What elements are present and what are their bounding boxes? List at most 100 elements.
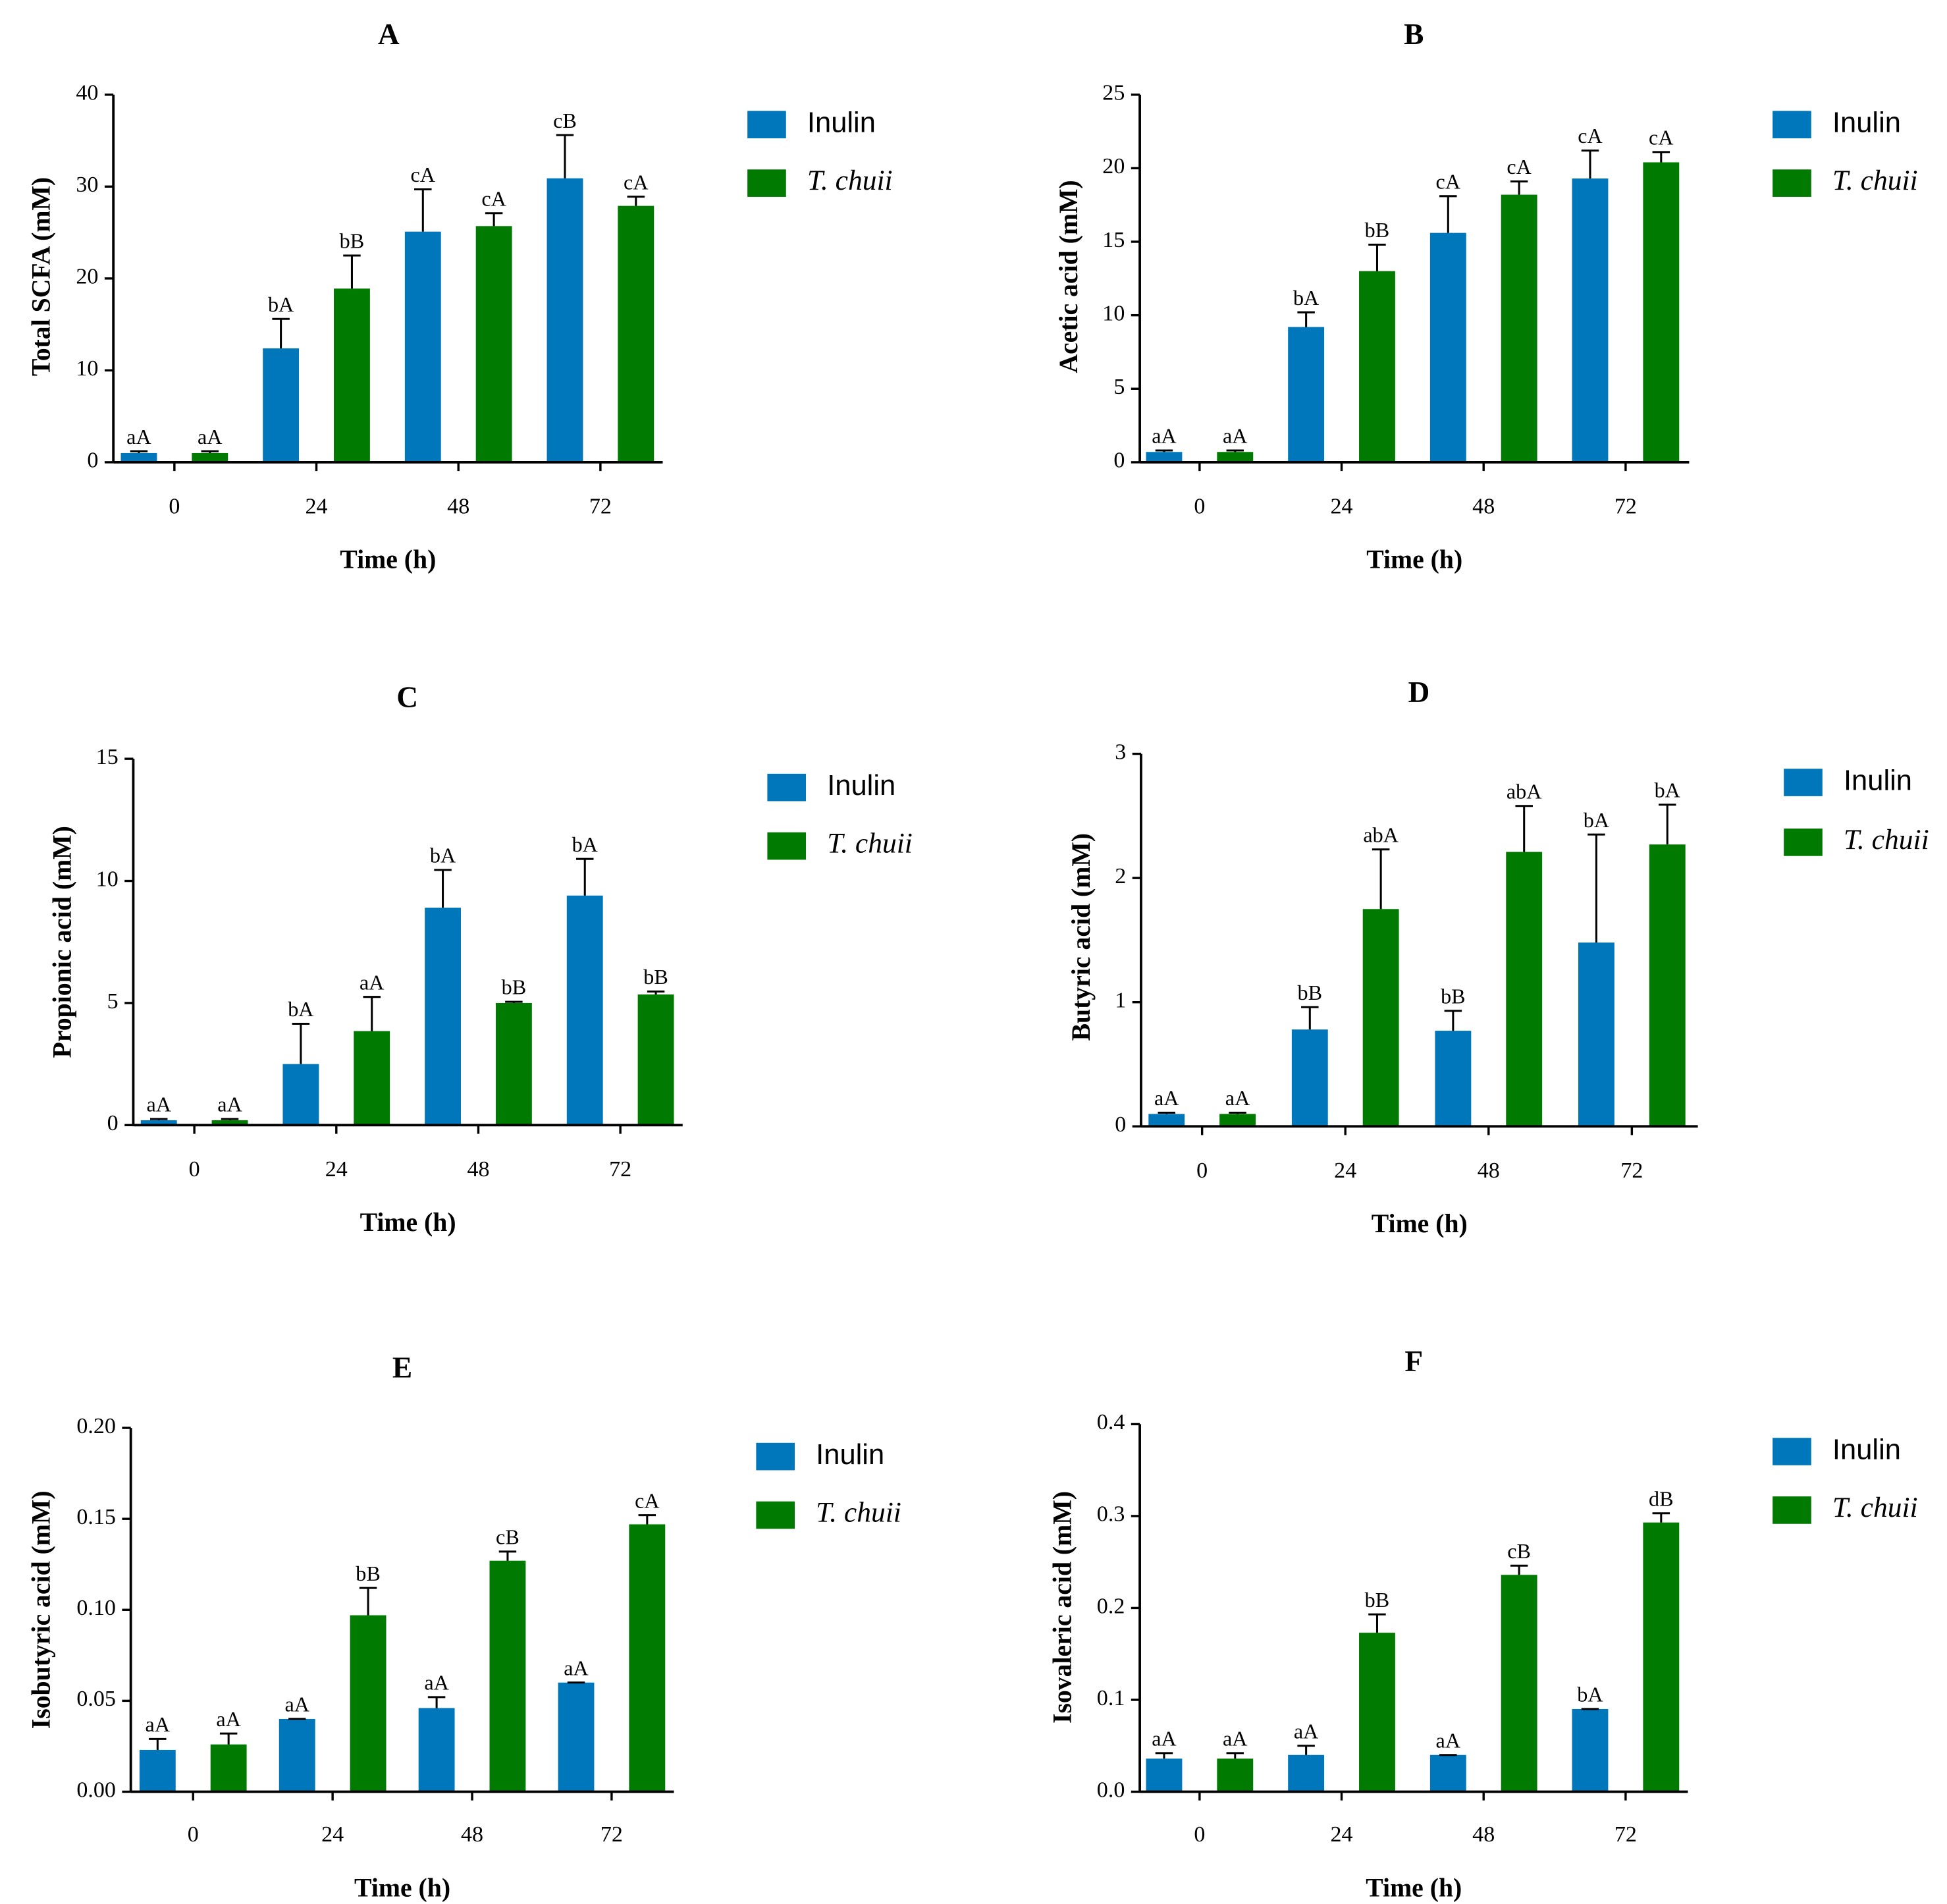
bar-t-chuii (350, 1615, 387, 1792)
chart-panel-c: CaA aA 0 bA aA 24 bA bB 48 bA bB 72 0 5 10 15 Time (h) Pr… (47, 681, 912, 1238)
y-tick-label: 0.00 (76, 1778, 116, 1802)
x-tick-label: 24 (306, 494, 328, 518)
bar-t-chuii (354, 1031, 390, 1126)
chart-panel-a: AaA aA 0 bA bB 24 cA cA 48 cB cA 72 0 10 20 30 40 Time (h… (26, 18, 892, 574)
bar-inulin (282, 1064, 319, 1126)
bar-t-chuii (211, 1120, 248, 1126)
y-tick-label: 25 (1102, 81, 1125, 105)
significance-label: bB (340, 229, 365, 253)
significance-label: aA (1152, 1727, 1177, 1751)
x-tick-label: 48 (447, 494, 469, 518)
y-tick-label: 0.10 (76, 1596, 116, 1620)
significance-label: bA (1584, 808, 1609, 832)
significance-label: aA (146, 1093, 171, 1116)
significance-label: bB (1365, 218, 1390, 242)
legend-label-t-chuii: T. chuii (816, 1497, 901, 1529)
legend-label-t-chuii: T. chuii (1832, 165, 1918, 196)
panel-label: D (1408, 676, 1429, 709)
y-tick-label: 0.4 (1097, 1410, 1125, 1434)
y-tick-label: 0.3 (1097, 1502, 1125, 1527)
chart-panel-e: EaA aA 0 aA bB 24 aA cB 48 aA cA 72 0.00 0.05 0.10 0.15… (26, 1351, 901, 1902)
bar-t-chuii (489, 1560, 526, 1792)
x-tick-label: 72 (609, 1157, 631, 1182)
significance-label: bB (1365, 1588, 1390, 1612)
significance-label: cA (1649, 125, 1674, 149)
bar-inulin (404, 231, 441, 462)
significance-label: bA (1293, 286, 1319, 310)
x-tick-label: 0 (169, 494, 180, 518)
y-axis-title: Total SCFA (mM) (26, 177, 55, 376)
y-tick-label: 10 (76, 356, 98, 381)
significance-label: bA (430, 844, 456, 867)
legend-swatch-inulin (756, 1442, 795, 1471)
chart-panel-f: FaA aA 0 aA bB 24 aA cB 48 bA dB 72 0.0 0.1 0.2 0.3 0.4 T… (1048, 1345, 1918, 1902)
significance-label: cA (1507, 155, 1532, 178)
legend-label-inulin: Inulin (807, 107, 876, 139)
significance-label: bA (1577, 1683, 1603, 1706)
significance-label: cA (1436, 169, 1461, 193)
x-tick-label: 72 (1614, 1822, 1637, 1847)
bar-t-chuii (1219, 1114, 1256, 1127)
legend-label-inulin: Inulin (1832, 107, 1901, 139)
y-tick-label: 0 (1113, 449, 1125, 473)
y-tick-label: 20 (1102, 154, 1125, 178)
bar-t-chuii (1643, 1522, 1680, 1792)
bar-inulin (1572, 1708, 1609, 1792)
legend-swatch-inulin (1784, 769, 1823, 796)
bar-t-chuii (475, 226, 512, 462)
y-tick-label: 20 (76, 265, 98, 289)
significance-label: aA (1436, 1728, 1461, 1752)
y-tick-label: 15 (96, 745, 119, 769)
bar-t-chuii (1643, 162, 1680, 462)
y-tick-label: 1 (1115, 989, 1126, 1013)
x-tick-label: 72 (1620, 1158, 1643, 1183)
bar-inulin (1146, 452, 1183, 462)
significance-label: bB (643, 965, 668, 989)
significance-label: aA (217, 1093, 242, 1116)
x-tick-label: 48 (1478, 1158, 1500, 1183)
bar-t-chuii (629, 1524, 666, 1792)
x-tick-label: 24 (1334, 1158, 1356, 1183)
x-axis-title: Time (h) (1372, 1209, 1468, 1238)
y-tick-label: 0 (107, 1111, 119, 1135)
x-tick-label: 48 (1472, 1822, 1495, 1847)
significance-label: aA (1223, 424, 1248, 448)
bar-inulin (1429, 232, 1466, 462)
bar-inulin (140, 1120, 177, 1126)
legend-label-t-chuii: T. chuii (1832, 1492, 1918, 1523)
y-tick-label: 0 (1115, 1112, 1126, 1137)
y-tick-label: 2 (1115, 864, 1126, 888)
significance-label: aA (1294, 1719, 1319, 1743)
x-tick-label: 24 (1331, 1822, 1353, 1847)
significance-label: cA (635, 1488, 660, 1512)
bar-inulin (566, 895, 603, 1126)
x-axis-title: Time (h) (340, 545, 436, 574)
x-tick-label: 72 (600, 1822, 623, 1847)
y-axis-title: Isovaleric acid (mM) (1048, 1491, 1077, 1724)
significance-label: cB (553, 109, 577, 132)
bar-inulin (418, 1708, 455, 1792)
x-axis-title: Time (h) (1366, 1873, 1462, 1902)
bar-inulin (558, 1682, 595, 1792)
significance-label: aA (1154, 1086, 1179, 1110)
significance-label: cB (496, 1525, 520, 1549)
bar-inulin (139, 1749, 176, 1792)
significance-label: aA (1225, 1086, 1250, 1110)
y-axis-title: Butyric acid (mM) (1067, 833, 1096, 1041)
significance-label: bB (356, 1562, 381, 1585)
bar-t-chuii (1649, 844, 1686, 1127)
y-tick-label: 0.0 (1097, 1778, 1125, 1802)
x-tick-label: 0 (188, 1822, 199, 1847)
significance-label: aA (146, 1712, 171, 1736)
significance-label: bB (1298, 981, 1323, 1004)
significance-label: aA (424, 1671, 449, 1695)
legend-swatch-inulin (1773, 1438, 1811, 1465)
x-tick-label: 48 (1472, 494, 1495, 518)
y-tick-label: 10 (96, 867, 119, 891)
legend-swatch-t-chuii (756, 1501, 795, 1529)
significance-label: cB (1507, 1539, 1531, 1563)
x-tick-label: 0 (189, 1157, 200, 1182)
significance-label: abA (1363, 823, 1399, 846)
y-tick-label: 15 (1102, 228, 1125, 252)
legend-swatch-inulin (767, 773, 807, 802)
